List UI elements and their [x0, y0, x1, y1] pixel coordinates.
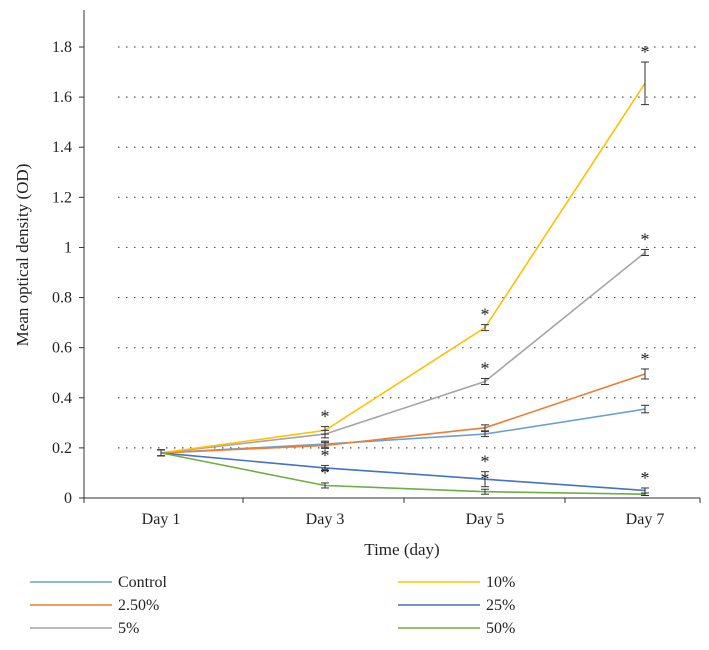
significance-star: * — [321, 407, 330, 427]
significance-star: * — [641, 349, 650, 369]
y-axis-title: Mean optical density (OD) — [13, 164, 32, 347]
y-tick-label: 1 — [64, 239, 72, 256]
legend-label: Control — [118, 574, 167, 591]
x-tick-label: Day 7 — [626, 511, 665, 528]
legend-item: Control — [30, 574, 167, 591]
x-tick-label: Day 5 — [466, 511, 505, 528]
error-bar — [641, 368, 649, 380]
error-bar — [321, 441, 329, 449]
y-tick-label: 1.2 — [52, 189, 72, 206]
significance-markers: ******* *** * — [321, 42, 650, 489]
significance-star: * — [641, 42, 650, 62]
error-bar — [321, 482, 329, 489]
error-bar — [641, 248, 649, 256]
significance-star: * — [481, 469, 490, 489]
legend-item: 50% — [398, 620, 515, 637]
y-tick-label: 0.8 — [52, 290, 72, 307]
error-bar — [481, 324, 489, 332]
axes — [79, 10, 701, 503]
error-bars — [157, 61, 649, 496]
error-bar — [481, 471, 489, 488]
legend-item: 5% — [30, 620, 139, 637]
error-bar — [157, 449, 165, 457]
legend-item: 2.50% — [30, 597, 159, 614]
error-bar — [321, 426, 329, 435]
y-tick-label: 1.8 — [52, 39, 72, 56]
error-bar — [481, 377, 489, 385]
y-tick-label: 0.2 — [52, 440, 72, 457]
y-tick-label: 0.6 — [52, 340, 72, 357]
x-axis-title: Time (day) — [364, 540, 439, 559]
x-tick-labels: Day 1 Day 3 Day 5 Day 7 — [142, 511, 665, 528]
series-lines — [160, 82, 646, 495]
gridlines — [118, 46, 696, 449]
series-line — [160, 452, 646, 492]
significance-star: * — [641, 468, 650, 488]
error-bar — [481, 488, 489, 495]
y-tick-labels: 0 0.2 0.4 0.6 0.8 1 1.2 1.4 1.6 1.8 — [52, 39, 72, 507]
series-line — [160, 82, 646, 454]
significance-star: * — [481, 452, 490, 472]
y-tick-label: 1.4 — [52, 139, 72, 156]
series-line — [160, 452, 646, 495]
significance-star: * — [321, 445, 330, 465]
legend-label: 2.50% — [118, 597, 159, 614]
error-bar — [641, 61, 649, 106]
x-tick-label: Day 3 — [306, 511, 345, 528]
x-tick-label: Day 1 — [142, 511, 181, 528]
error-bar — [481, 424, 489, 432]
legend-item: 10% — [398, 574, 515, 591]
error-bar — [481, 431, 489, 438]
legend: Control 2.50% 5% 10% 25% 50% — [30, 574, 515, 637]
legend-label: 25% — [486, 597, 515, 614]
error-bar — [641, 404, 649, 414]
error-bar — [321, 464, 329, 471]
significance-star: * — [481, 358, 490, 378]
series-line — [160, 373, 646, 454]
significance-star: * — [481, 305, 490, 325]
significance-star: * — [321, 463, 330, 483]
y-tick-label: 0.4 — [52, 390, 72, 407]
y-tick-label: 1.6 — [52, 89, 72, 106]
legend-label: 50% — [486, 620, 515, 637]
series-line — [160, 251, 646, 454]
legend-label: 10% — [486, 574, 515, 591]
y-tick-label: 0 — [64, 490, 72, 507]
legend-label: 5% — [118, 620, 139, 637]
significance-star: * — [641, 229, 650, 249]
legend-item: 25% — [398, 597, 515, 614]
series-line — [160, 408, 646, 454]
error-bar — [641, 492, 649, 496]
